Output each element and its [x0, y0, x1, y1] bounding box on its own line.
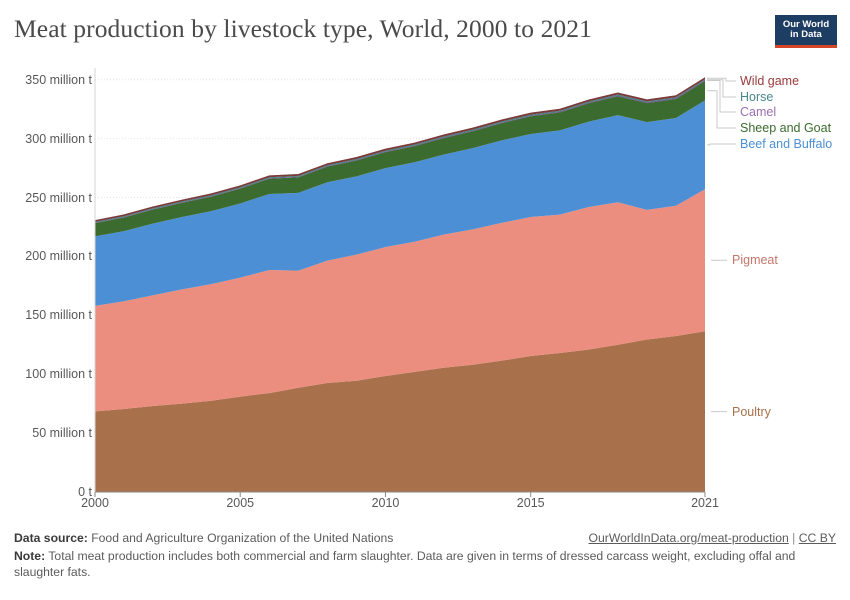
series-label-wild_game[interactable]: Wild game [740, 73, 800, 88]
page-title: Meat production by livestock type, World… [14, 14, 592, 43]
x-tick-label: 2015 [516, 496, 545, 510]
chart-note: Note: Total meat production includes bot… [14, 548, 836, 581]
source-links: OurWorldInData.org/meat-production | CC … [589, 530, 837, 546]
chart-footer: Data source: Food and Agriculture Organi… [14, 530, 836, 581]
series-label-pigmeat[interactable]: Pigmeat [732, 253, 778, 268]
data-source-value: Food and Agriculture Organization of the… [87, 531, 394, 545]
stacked-area-chart[interactable] [0, 62, 850, 512]
license-link[interactable]: CC BY [798, 531, 836, 545]
x-tick-label: 2005 [226, 496, 255, 510]
area-series-beef-and-buffalo[interactable] [95, 100, 705, 306]
legend-connector-beef_and_buffalo [707, 143, 736, 146]
area-series-sheep-and-goat[interactable] [95, 80, 705, 237]
data-source-row: Data source: Food and Agriculture Organi… [14, 530, 836, 547]
y-tick-label: 150 million t [25, 308, 92, 323]
owid-logo-line1: Our World [782, 19, 830, 31]
data-source-label: Data source: [14, 531, 88, 545]
owid-logo[interactable]: Our World in Data [775, 15, 837, 48]
y-tick-label: 300 million t [25, 131, 92, 146]
series-label-poultry[interactable]: Poultry [732, 404, 771, 419]
owid-source-link[interactable]: OurWorldInData.org/meat-production [588, 531, 789, 545]
link-separator: | [788, 531, 799, 545]
series-label-horse[interactable]: Horse [740, 89, 774, 104]
plot-area: 0 t 50 million t 100 million t 150 million … [0, 62, 850, 512]
x-tick-label: 2010 [371, 496, 400, 510]
y-tick-label: 200 million t [25, 249, 92, 264]
y-tick-label: 100 million t [25, 367, 92, 382]
legend-connector-sheep_and_goat [707, 90, 736, 129]
owid-logo-line2: in Data [790, 29, 822, 40]
area-series-pigmeat[interactable] [95, 189, 705, 412]
x-tick-label: 2021 [691, 496, 719, 510]
x-tick-label: 2000 [81, 496, 109, 510]
y-tick-label: 50 million t [32, 426, 92, 441]
series-label-sheep_and_goat[interactable]: Sheep and Goat [740, 120, 832, 135]
chart-header: Meat production by livestock type, World… [0, 0, 850, 62]
series-label-beef_and_buffalo[interactable]: Beef and Buffalo [740, 136, 833, 151]
note-value: Total meat production includes both comm… [14, 549, 796, 580]
area-series-wild-game[interactable] [95, 77, 705, 222]
series-label-camel[interactable]: Camel [740, 104, 777, 119]
area-series-poultry[interactable] [95, 331, 705, 492]
legend-connector-wild_game [707, 77, 736, 82]
y-tick-label: 250 million t [25, 190, 92, 205]
y-tick-label: 0 t [78, 485, 92, 499]
y-tick-label: 350 million t [25, 72, 92, 87]
note-label: Note: [14, 549, 46, 563]
legend-connector-camel [707, 80, 736, 113]
legend-connector-horse [707, 79, 736, 98]
